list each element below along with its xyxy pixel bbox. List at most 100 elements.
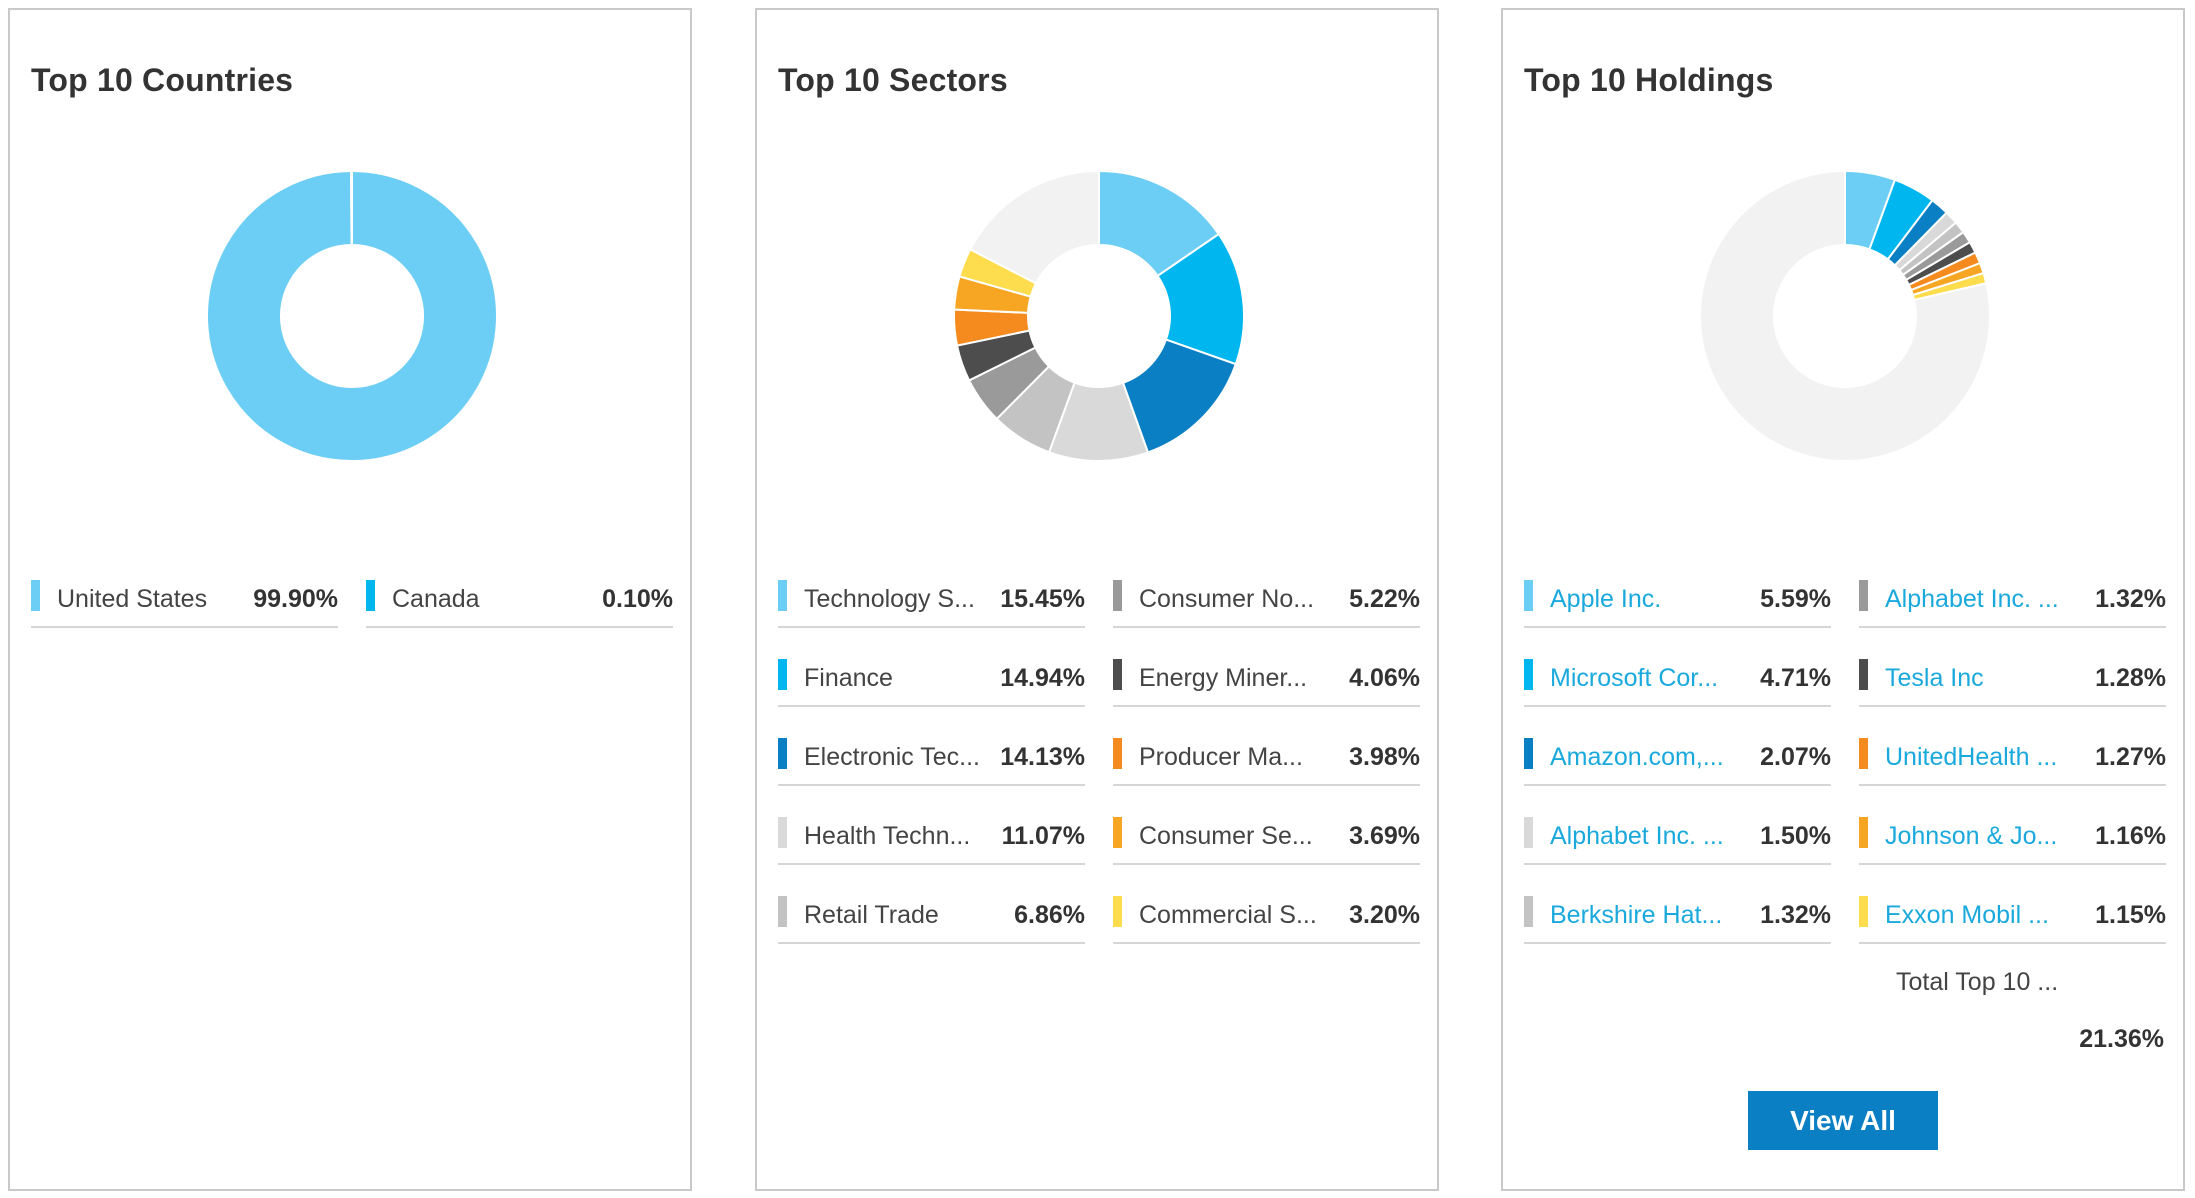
- legend-value: 1.15%: [2095, 901, 2166, 929]
- legend-value: 5.59%: [1760, 585, 1831, 613]
- total-top10-label: Total Top 10 ...: [1896, 968, 2059, 996]
- legend-value: 1.50%: [1760, 822, 1831, 850]
- legend-item: Canada 0.10%: [366, 549, 673, 628]
- legend-value: 3.69%: [1349, 822, 1420, 850]
- legend-value: 1.27%: [2095, 743, 2166, 771]
- legend-value: 3.98%: [1349, 743, 1420, 771]
- sectors-panel: Top 10 Sectors Technology S... 15.45% Fina…: [755, 8, 1439, 1191]
- slice-1-remainder: [968, 169, 1100, 285]
- legend-label: Canada: [392, 585, 480, 613]
- holding-link[interactable]: Johnson & Jo...: [1885, 822, 2058, 850]
- legend-item: Commercial S... 3.20%: [1113, 865, 1420, 944]
- legend-item[interactable]: Johnson & Jo... 1.16%: [1859, 786, 2166, 865]
- holdings-panel: Top 10 Holdings Total Top 10 ... 21.36% …: [1501, 8, 2185, 1191]
- legend-item[interactable]: Alphabet Inc. ... 1.50%: [1524, 786, 1831, 865]
- legend-swatch: [1113, 580, 1122, 611]
- legend-label: Technology S...: [804, 585, 975, 613]
- legend-item: Producer Ma... 3.98%: [1113, 707, 1420, 786]
- holding-link[interactable]: Microsoft Cor...: [1550, 664, 1719, 692]
- legend-value: 0.10%: [602, 585, 673, 613]
- legend-item[interactable]: Berkshire Hat... 1.32%: [1524, 865, 1831, 944]
- slice-2-remainder: [1699, 169, 1991, 462]
- legend-label: Commercial S...: [1139, 901, 1317, 929]
- legend-item: Consumer No... 5.22%: [1113, 549, 1420, 628]
- legend-swatch: [1524, 896, 1533, 927]
- holding-link[interactable]: Alphabet Inc. ...: [1885, 585, 2059, 613]
- panel-title: Top 10 Sectors: [778, 62, 1008, 98]
- legend-item: Electronic Tec... 14.13%: [778, 707, 1085, 786]
- legend-item[interactable]: Apple Inc. 5.59%: [1524, 549, 1831, 628]
- legend-swatch: [778, 896, 787, 927]
- legend-swatch: [1524, 580, 1533, 611]
- legend-label: Electronic Tec...: [804, 743, 981, 771]
- legend-swatch: [1524, 817, 1533, 848]
- holding-link[interactable]: Tesla Inc: [1885, 664, 1984, 692]
- legend-value: 2.07%: [1760, 743, 1831, 771]
- legend-item: Finance 14.94%: [778, 628, 1085, 707]
- legend-swatch: [778, 659, 787, 690]
- holding-link[interactable]: Apple Inc.: [1550, 585, 1662, 613]
- legend-label: Retail Trade: [804, 901, 939, 929]
- legend-item[interactable]: Microsoft Cor... 4.71%: [1524, 628, 1831, 707]
- holding-link[interactable]: Exxon Mobil ...: [1885, 901, 2049, 929]
- legend-swatch: [1113, 659, 1122, 690]
- legend-value: 6.86%: [1014, 901, 1085, 929]
- legend-label: Energy Miner...: [1139, 664, 1308, 692]
- holding-link[interactable]: Alphabet Inc. ...: [1550, 822, 1724, 850]
- slice-1-0: [1098, 169, 1221, 278]
- legend-value: 99.90%: [253, 585, 338, 613]
- legend-value: 1.32%: [1760, 901, 1831, 929]
- legend-label: Consumer No...: [1139, 585, 1315, 613]
- holding-link[interactable]: Berkshire Hat...: [1550, 901, 1723, 929]
- legend-value: 14.13%: [1000, 743, 1085, 771]
- legend-item: United States 99.90%: [31, 549, 338, 628]
- legend-swatch: [1524, 738, 1533, 769]
- legend-swatch: [366, 580, 375, 611]
- legend-item: Energy Miner... 4.06%: [1113, 628, 1420, 707]
- legend-swatch: [778, 817, 787, 848]
- holdings-donut-chart: [1699, 169, 1991, 462]
- legend-item[interactable]: Tesla Inc 1.28%: [1859, 628, 2166, 707]
- legend-swatch: [31, 580, 40, 611]
- legend-value: 14.94%: [1000, 664, 1085, 692]
- legend-swatch: [1113, 817, 1122, 848]
- view-all-button[interactable]: View All: [1748, 1091, 1938, 1150]
- legend-swatch: [1859, 580, 1868, 611]
- panel-title: Top 10 Countries: [31, 62, 294, 98]
- legend-swatch: [1524, 659, 1533, 690]
- countries-panel: Top 10 Countries United States 99.90% Cana…: [8, 8, 692, 1191]
- legend-value: 1.28%: [2095, 664, 2166, 692]
- legend-item[interactable]: Amazon.com,... 2.07%: [1524, 707, 1831, 786]
- legend-swatch: [1859, 738, 1868, 769]
- legend-swatch: [1113, 738, 1122, 769]
- legend-swatch: [1113, 896, 1122, 927]
- legend-swatch: [778, 580, 787, 611]
- legend-item[interactable]: Exxon Mobil ... 1.15%: [1859, 865, 2166, 944]
- legend-value: 15.45%: [1000, 585, 1085, 613]
- legend-value: 11.07%: [1001, 822, 1085, 850]
- holding-link[interactable]: UnitedHealth ...: [1885, 743, 2058, 771]
- legend-item: Technology S... 15.45%: [778, 549, 1085, 628]
- legend-label: Finance: [804, 664, 893, 692]
- legend-label: Producer Ma...: [1139, 743, 1303, 771]
- legend-label: Consumer Se...: [1139, 822, 1313, 850]
- legend-value: 1.16%: [2095, 822, 2166, 850]
- slice-0-1: [350, 169, 353, 247]
- legend-item: Retail Trade 6.86%: [778, 865, 1085, 944]
- legend-swatch: [1859, 659, 1868, 690]
- countries-donut-chart: [206, 169, 499, 462]
- legend-label: Health Techn...: [804, 822, 971, 850]
- legend-value: 4.06%: [1349, 664, 1420, 692]
- legend-item: Consumer Se... 3.69%: [1113, 786, 1420, 865]
- holding-link[interactable]: Amazon.com,...: [1550, 743, 1724, 771]
- legend-item: Health Techn... 11.07%: [778, 786, 1085, 865]
- legend-value: 1.32%: [2095, 585, 2166, 613]
- slice-0-0: [206, 169, 499, 462]
- legend-item[interactable]: UnitedHealth ... 1.27%: [1859, 707, 2166, 786]
- legend-swatch: [778, 738, 787, 769]
- legend-item[interactable]: Alphabet Inc. ... 1.32%: [1859, 549, 2166, 628]
- total-top10-value: 21.36%: [2079, 1025, 2164, 1053]
- panel-title: Top 10 Holdings: [1524, 62, 1774, 98]
- legend-value: 4.71%: [1760, 664, 1831, 692]
- legend-swatch: [1859, 817, 1868, 848]
